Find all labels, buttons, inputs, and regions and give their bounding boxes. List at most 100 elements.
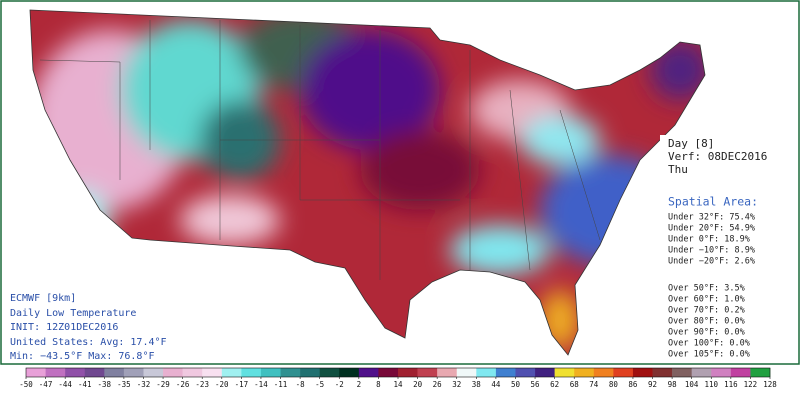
colorbar-tick-label: 104 (685, 380, 699, 389)
colorbar-swatch (84, 368, 105, 377)
colorbar-tick-label: 80 (609, 380, 619, 389)
colorbar-swatch (398, 368, 418, 377)
over-stat: Over 90°F: 0.0% (668, 328, 745, 338)
colorbar-swatch (300, 368, 320, 377)
verf-label: Verf: 08DEC2016 (668, 150, 767, 163)
colorbar-tick-label: 110 (704, 380, 718, 389)
colorbar-swatch (65, 368, 86, 377)
colorbar: -50 -47 -44 -41 -38 -35 -32 -29 -26 -23 -20 -17 -14-… (19, 367, 777, 389)
colorbar-swatch (476, 368, 497, 377)
colorbar-swatch (319, 368, 340, 377)
colorbar-swatch (202, 368, 223, 377)
over-stat: Over 60°F: 1.0% (668, 295, 745, 305)
colorbar-tick-label: 50 (511, 380, 521, 389)
colorbar-swatch (613, 368, 634, 377)
colorbar-tick-label: -8 (296, 380, 306, 389)
weekday-label: Thu (668, 163, 688, 176)
under-stat: Under −10°F: 8.9% (668, 246, 755, 256)
colorbar-tick-label: -41 (78, 380, 92, 389)
colorbar-swatch (123, 368, 144, 377)
colorbar-swatch (632, 368, 653, 377)
colorbar-tick-label: 116 (724, 380, 738, 389)
colorbar-swatch (652, 368, 673, 377)
colorbar-tick-label: -32 (137, 380, 151, 389)
under-stat: Under 32°F: 75.4% (668, 213, 755, 223)
colorbar-tick-label: 122 (744, 380, 758, 389)
colorbar-tick-label: 68 (570, 380, 580, 389)
colorbar-swatch (515, 368, 536, 377)
colorbar-swatch (495, 368, 516, 377)
product-label: Daily Low Temperature (10, 308, 136, 319)
map-frame (0, 0, 800, 365)
colorbar-tick-label: 14 (393, 380, 403, 389)
colorbar-swatch (554, 368, 575, 377)
colorbar-swatch (574, 368, 595, 377)
colorbar-tick-label: 56 (531, 380, 541, 389)
model-label: ECMWF [9km] (10, 293, 76, 304)
over-stat: Over 50°F: 3.5% (668, 284, 745, 294)
over-stat: Over 70°F: 0.2% (668, 306, 745, 316)
under-stat: Under −20°F: 2.6% (668, 257, 755, 267)
colorbar-swatch (691, 368, 712, 377)
colorbar-tick-label: 2 (357, 380, 362, 389)
colorbar-tick-label: 62 (550, 380, 559, 389)
spatial-title: Spatial Area: (668, 195, 758, 209)
colorbar-swatch (593, 368, 614, 377)
under-stat: Under 0°F: 18.9% (668, 235, 750, 245)
colorbar-tick-label: 92 (648, 380, 657, 389)
colorbar-swatch (339, 368, 360, 377)
colorbar-tick-label: 38 (472, 380, 482, 389)
colorbar-swatch (672, 368, 692, 377)
colorbar-tick-label: -17 (235, 380, 249, 389)
colorbar-swatch (711, 368, 732, 377)
stats-panel (660, 135, 796, 360)
colorbar-swatch (417, 368, 438, 377)
colorbar-tick-label: -44 (58, 380, 72, 389)
colorbar-tick-label: -50 (19, 380, 33, 389)
over-stat: Over 105°F: 0.0% (668, 350, 750, 360)
colorbar-tick-label: 98 (668, 380, 678, 389)
colorbar-tick-label: 8 (376, 380, 381, 389)
colorbar-tick-label: -26 (176, 380, 190, 389)
colorbar-tick-label: 44 (491, 380, 501, 389)
colorbar-tick-label: -35 (117, 380, 131, 389)
state-lines (39, 20, 601, 280)
colorbar-tick-label: 74 (589, 380, 599, 389)
colorbar-tick-label: -38 (98, 380, 112, 389)
colorbar-swatch (750, 368, 771, 377)
over-stat: Over 80°F: 0.0% (668, 317, 745, 327)
colorbar-tick-label: 26 (433, 380, 443, 389)
colorbar-tick-label: -29 (156, 380, 170, 389)
extremes-label: Min: −43.5°F Max: 76.8°F (10, 351, 155, 362)
colorbar-swatch (45, 368, 66, 377)
colorbar-swatch (280, 368, 301, 377)
colorbar-tick-label: -20 (215, 380, 229, 389)
colorbar-tick-label: 32 (452, 380, 461, 389)
colorbar-tick-label: 20 (413, 380, 423, 389)
colorbar-swatch (378, 368, 399, 377)
spatial-stats: Under 32°F: 75.4%Under 20°F: 54.9%Under … (668, 213, 755, 360)
colorbar-swatch (163, 368, 183, 377)
colorbar-swatch (241, 368, 262, 377)
colorbar-tick-label: 86 (628, 380, 638, 389)
over-stat: Over 100°F: 0.0% (668, 339, 750, 349)
colorbar-tick-label: -11 (274, 380, 288, 389)
colorbar-swatch (26, 368, 46, 377)
colorbar-swatch (437, 368, 458, 377)
colorbar-swatch (143, 368, 164, 377)
us-border (29, 9, 706, 356)
colorbar-tick-label: -2 (335, 380, 344, 389)
average-label: United States: Avg: 17.4°F (10, 337, 167, 348)
colorbar-swatch (182, 368, 203, 377)
colorbar-swatch (456, 368, 477, 377)
colorbar-swatch (221, 368, 242, 377)
init-label: INIT: 12Z01DEC2016 (10, 322, 118, 333)
colorbar-tick-label: -5 (315, 380, 324, 389)
colorbar-swatch (260, 368, 281, 377)
colorbar-swatch (535, 368, 555, 377)
colorbar-tick-label: -47 (39, 380, 53, 389)
under-stat: Under 20°F: 54.9% (668, 224, 755, 234)
colorbar-tick-label: -14 (254, 380, 268, 389)
colorbar-tick-label: 128 (763, 380, 777, 389)
